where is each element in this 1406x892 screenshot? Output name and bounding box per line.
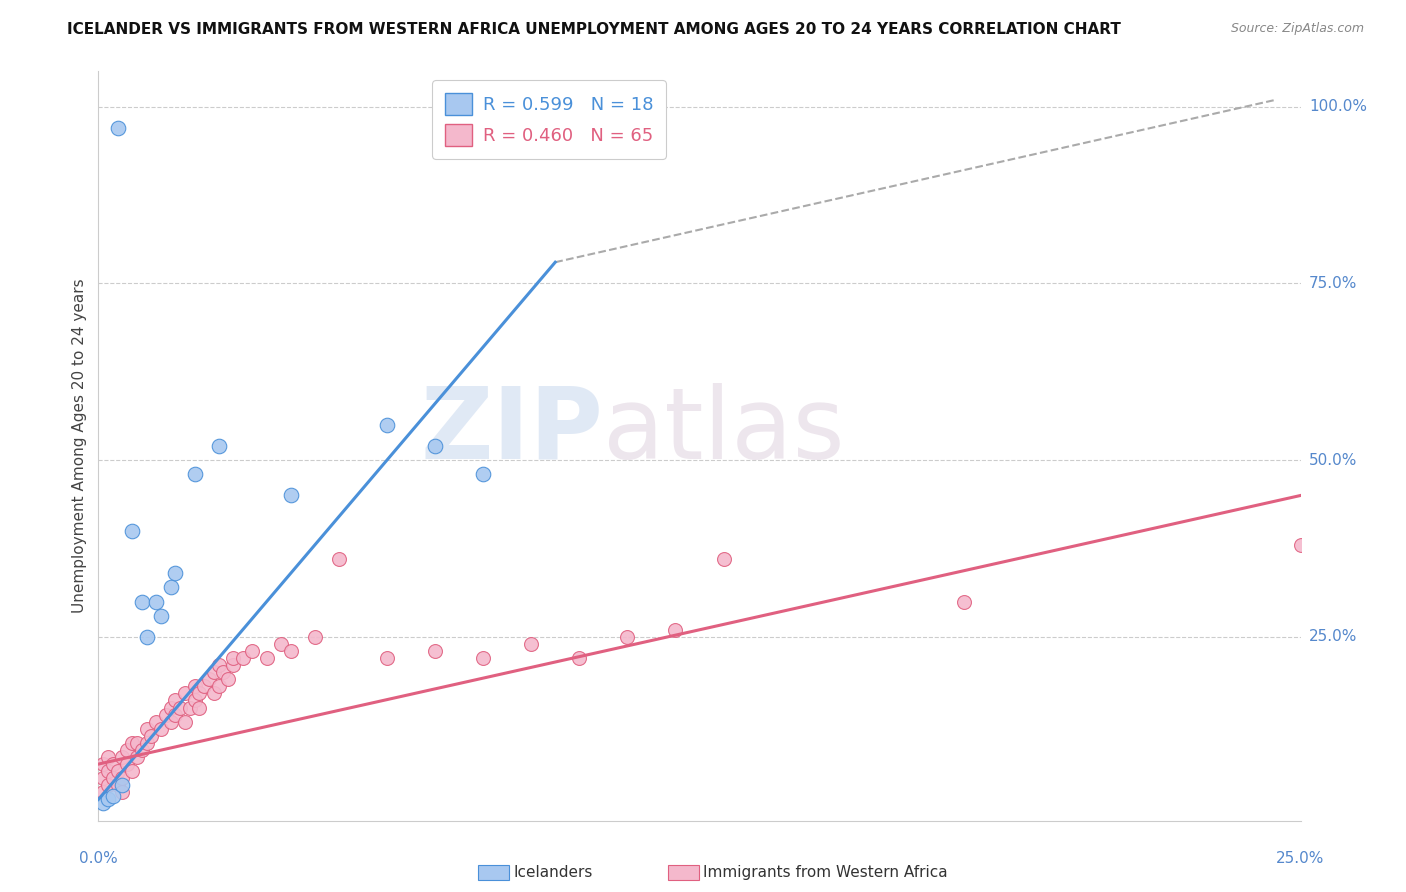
- Point: [304, 630, 326, 644]
- Point: [111, 778, 134, 792]
- Text: Immigrants from Western Africa: Immigrants from Western Africa: [703, 865, 948, 880]
- Point: [91, 771, 114, 785]
- Text: 0.0%: 0.0%: [79, 851, 118, 866]
- Point: [91, 796, 114, 810]
- Point: [193, 679, 215, 693]
- Point: [375, 651, 398, 665]
- Point: [664, 623, 686, 637]
- Point: [165, 707, 187, 722]
- Point: [423, 644, 446, 658]
- Text: 100.0%: 100.0%: [1309, 99, 1367, 114]
- Point: [159, 714, 181, 729]
- Text: 75.0%: 75.0%: [1309, 276, 1357, 291]
- Point: [107, 778, 129, 792]
- Point: [145, 714, 167, 729]
- Point: [101, 771, 124, 785]
- Point: [107, 764, 129, 779]
- Point: [208, 658, 231, 673]
- Point: [568, 651, 591, 665]
- Point: [97, 778, 120, 792]
- Point: [145, 594, 167, 608]
- Point: [188, 686, 211, 700]
- Point: [97, 764, 120, 779]
- Point: [117, 757, 139, 772]
- Point: [202, 686, 225, 700]
- Point: [280, 488, 302, 502]
- Point: [121, 524, 143, 538]
- Point: [97, 792, 120, 806]
- Point: [375, 417, 398, 432]
- Point: [135, 736, 157, 750]
- Point: [208, 439, 231, 453]
- Point: [179, 700, 201, 714]
- Point: [101, 789, 124, 803]
- Point: [155, 707, 177, 722]
- Point: [953, 594, 976, 608]
- Point: [111, 750, 134, 764]
- Y-axis label: Unemployment Among Ages 20 to 24 years: Unemployment Among Ages 20 to 24 years: [72, 278, 87, 614]
- Point: [101, 757, 124, 772]
- Text: 25.0%: 25.0%: [1309, 630, 1357, 644]
- Point: [149, 608, 172, 623]
- Point: [423, 439, 446, 453]
- Point: [188, 700, 211, 714]
- Point: [169, 700, 191, 714]
- Point: [141, 729, 163, 743]
- Point: [232, 651, 254, 665]
- Point: [198, 673, 221, 687]
- Point: [183, 679, 205, 693]
- Text: Icelanders: Icelanders: [513, 865, 592, 880]
- Point: [174, 686, 197, 700]
- Point: [131, 743, 153, 757]
- Point: [208, 679, 231, 693]
- Text: 50.0%: 50.0%: [1309, 452, 1357, 467]
- Point: [256, 651, 278, 665]
- Point: [520, 637, 543, 651]
- Point: [270, 637, 292, 651]
- Text: atlas: atlas: [603, 383, 845, 480]
- Point: [149, 722, 172, 736]
- Text: 25.0%: 25.0%: [1277, 851, 1324, 866]
- Point: [202, 665, 225, 680]
- Point: [183, 693, 205, 707]
- Point: [121, 764, 143, 779]
- Point: [111, 771, 134, 785]
- Point: [328, 552, 350, 566]
- Point: [159, 580, 181, 594]
- Text: ICELANDER VS IMMIGRANTS FROM WESTERN AFRICA UNEMPLOYMENT AMONG AGES 20 TO 24 YEA: ICELANDER VS IMMIGRANTS FROM WESTERN AFR…: [67, 22, 1122, 37]
- Point: [240, 644, 263, 658]
- Point: [91, 785, 114, 799]
- Point: [222, 651, 245, 665]
- Point: [107, 120, 129, 135]
- Point: [165, 566, 187, 581]
- Point: [1289, 538, 1312, 552]
- Text: ZIP: ZIP: [420, 383, 603, 480]
- Point: [135, 722, 157, 736]
- Text: Source: ZipAtlas.com: Source: ZipAtlas.com: [1230, 22, 1364, 36]
- Point: [125, 736, 148, 750]
- Legend: R = 0.599   N = 18, R = 0.460   N = 65: R = 0.599 N = 18, R = 0.460 N = 65: [432, 80, 665, 159]
- Point: [472, 651, 495, 665]
- Point: [91, 757, 114, 772]
- Point: [217, 673, 239, 687]
- Point: [121, 736, 143, 750]
- Point: [212, 665, 235, 680]
- Point: [222, 658, 245, 673]
- Point: [183, 467, 205, 482]
- Point: [159, 700, 181, 714]
- Point: [165, 693, 187, 707]
- Point: [97, 750, 120, 764]
- Point: [111, 785, 134, 799]
- Point: [174, 714, 197, 729]
- Point: [713, 552, 735, 566]
- Point: [280, 644, 302, 658]
- Point: [616, 630, 638, 644]
- Point: [125, 750, 148, 764]
- Point: [131, 594, 153, 608]
- Point: [117, 743, 139, 757]
- Point: [472, 467, 495, 482]
- Point: [135, 630, 157, 644]
